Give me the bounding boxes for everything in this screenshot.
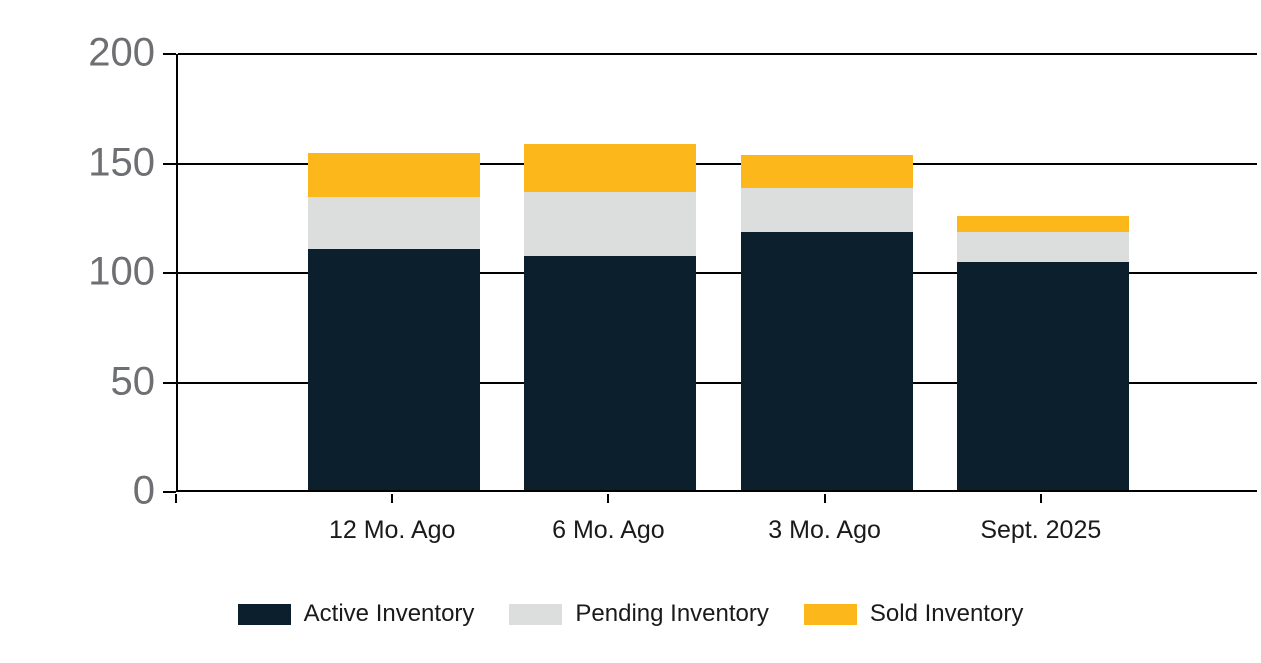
x-axis-tick-3 (823, 494, 826, 503)
bar-segment-sold-inventory (308, 152, 481, 197)
legend-item-pending-inventory: Pending Inventory (509, 600, 769, 628)
legend-item-label: Sold Inventory (869, 600, 1024, 627)
chart-legend: Active Inventory Pending Inventory Sold In… (0, 600, 1261, 628)
gridline-y-50 (178, 381, 1257, 384)
y-axis-label-100: 100 (88, 249, 155, 294)
y-axis-tick-200 (163, 53, 176, 55)
legend-item-label: Pending Inventory (575, 600, 769, 627)
y-axis-tick-50 (163, 381, 176, 384)
x-axis-tick-1 (391, 494, 394, 503)
bar-segment-sold-inventory (524, 144, 697, 193)
legend-item-sold-inventory: Sold Inventory (803, 600, 1024, 628)
plot-area (176, 53, 1257, 492)
y-axis-label-200: 200 (88, 30, 155, 75)
y-axis-label-150: 150 (88, 140, 155, 185)
y-axis-tick-100 (163, 272, 176, 274)
bar-segment-pending-inventory (956, 231, 1129, 263)
gridline-y-150 (178, 162, 1257, 165)
gridline-y-200 (178, 53, 1257, 55)
bar-segment-pending-inventory (308, 196, 481, 250)
bar-segment-pending-inventory (740, 187, 913, 232)
bar-segment-sold-inventory (956, 216, 1129, 232)
x-axis-tick-4 (1039, 494, 1042, 503)
bar-segment-active-inventory (308, 249, 481, 490)
x-axis-label-3: 3 Mo. Ago (768, 516, 881, 544)
legend-swatch-icon (803, 603, 857, 625)
y-axis-label-50: 50 (110, 359, 156, 404)
bar-segment-active-inventory (524, 255, 697, 490)
y-axis-tick-150 (163, 162, 176, 165)
legend-item-active-inventory: Active Inventory (237, 600, 475, 628)
x-axis-label-4: Sept. 2025 (980, 516, 1102, 544)
legend-swatch-icon (509, 603, 563, 625)
bar-segment-pending-inventory (524, 192, 697, 256)
x-axis-label-1: 12 Mo. Ago (328, 516, 456, 544)
gridline-y-100 (178, 272, 1257, 274)
y-axis-tick-0 (163, 491, 176, 493)
bar-sept-2025 (956, 216, 1129, 490)
x-axis-tick-2 (607, 494, 610, 503)
x-axis-corner-tick (175, 494, 177, 503)
bar-segment-active-inventory (740, 231, 913, 490)
bar-12-mo-ago (308, 152, 481, 490)
bar-segment-active-inventory (956, 262, 1129, 490)
legend-item-label: Active Inventory (303, 600, 475, 627)
bar-6-mo-ago (524, 144, 697, 490)
y-axis-label-0: 0 (132, 468, 155, 513)
legend-swatch-icon (237, 603, 291, 625)
bar-3-mo-ago (740, 154, 913, 490)
x-axis-label-2: 6 Mo. Ago (552, 516, 665, 544)
bar-segment-sold-inventory (740, 154, 913, 188)
